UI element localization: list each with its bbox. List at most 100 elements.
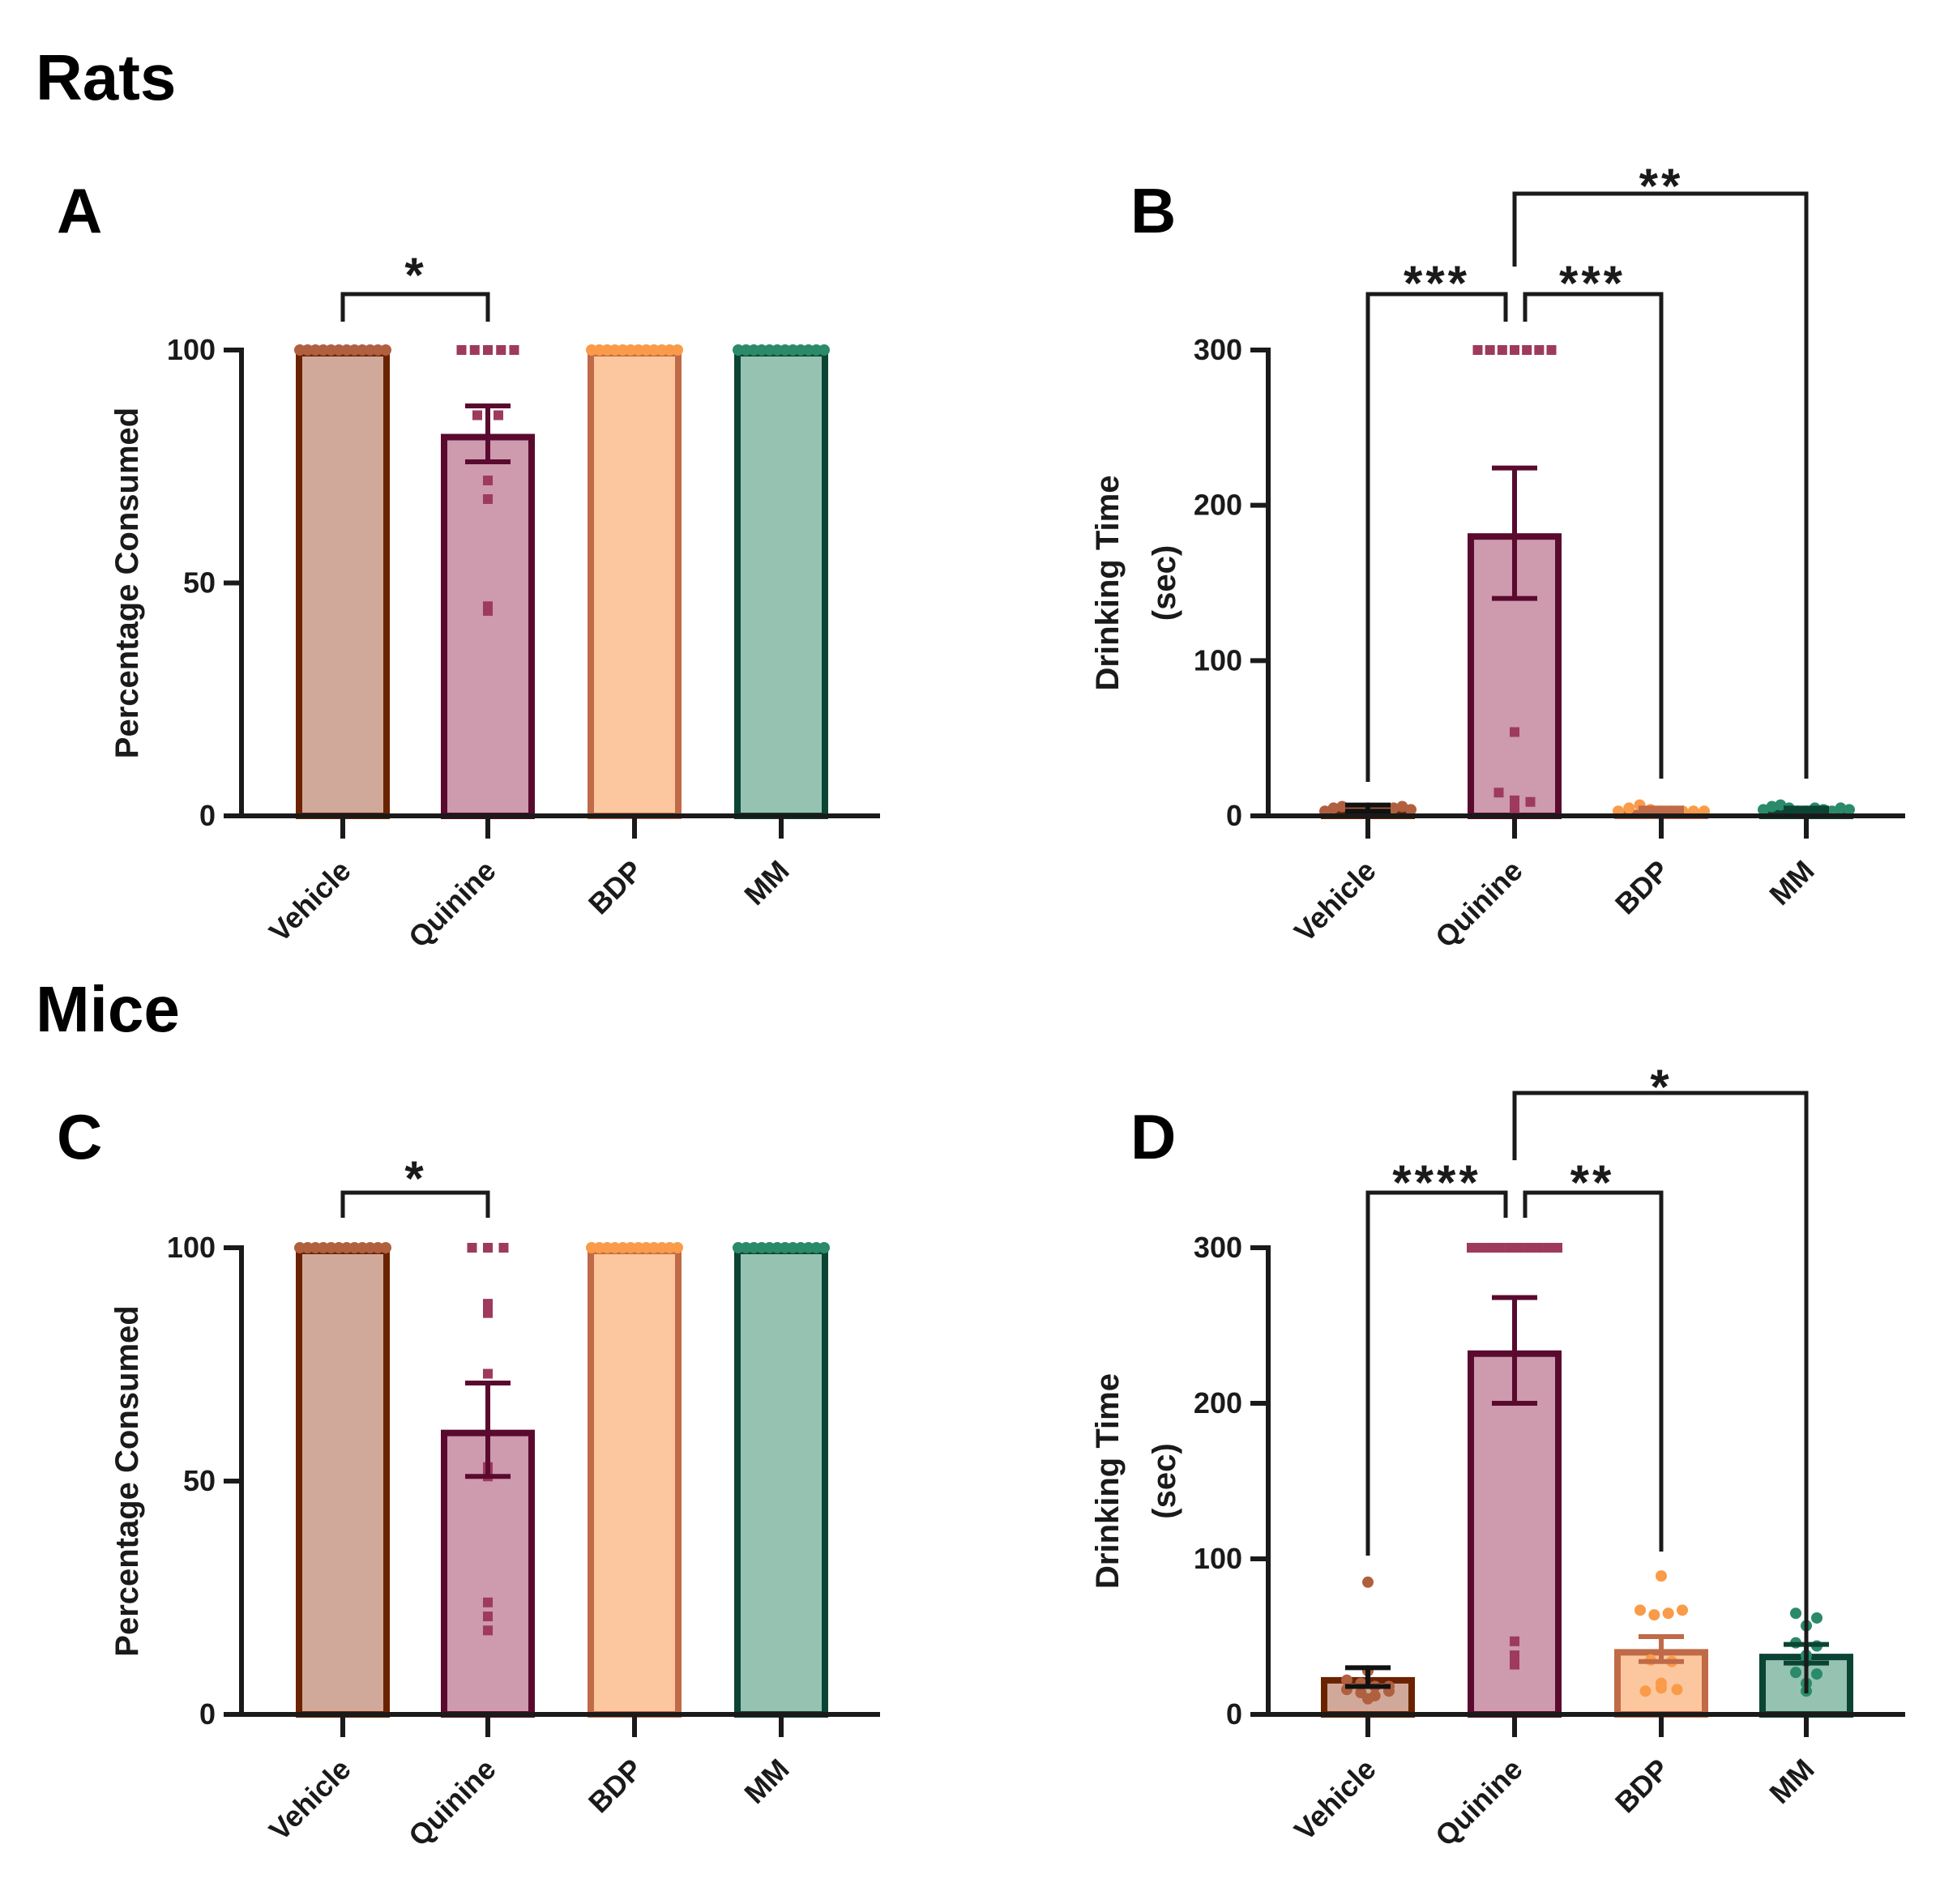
data-point-mm: [763, 344, 776, 356]
data-point-bdp: [656, 1242, 668, 1253]
data-point-vehicle: [380, 1242, 391, 1253]
panel-label-c: C: [57, 1101, 103, 1172]
x-tick-label-vehicle: Vehicle: [263, 854, 357, 949]
data-point-quinine: [1495, 1243, 1506, 1253]
data-point-bdp: [586, 344, 597, 356]
data-point-bdp: [625, 344, 637, 356]
data-point-bdp: [1648, 1609, 1660, 1621]
x-tick-label-mm: MM: [737, 1752, 795, 1810]
data-point-vehicle: [1405, 804, 1417, 816]
significance-bracket: [1365, 292, 1508, 782]
data-point-mm: [795, 344, 807, 356]
data-point-quinine: [1510, 1636, 1519, 1646]
data-point-quinine: [496, 345, 506, 355]
significance-stars: **: [1570, 1155, 1615, 1210]
data-point-mm: [1811, 1668, 1822, 1680]
y-axis-label: Drinking Time: [1090, 476, 1126, 691]
data-point-mm: [802, 344, 814, 356]
section-title-mice: Mice: [36, 973, 180, 1045]
data-point-quinine: [1497, 345, 1507, 355]
x-tick-label-bdp: BDP: [1609, 1752, 1676, 1820]
data-point-bdp: [640, 1242, 652, 1253]
data-point-mm: [810, 344, 823, 356]
x-tick-label-bdp: BDP: [582, 854, 649, 921]
data-point-bdp: [1656, 1570, 1667, 1582]
data-point-quinine: [1485, 345, 1495, 355]
data-point-quinine: [1514, 1243, 1524, 1253]
data-point-bdp: [672, 1242, 683, 1253]
data-point-vehicle: [1362, 1693, 1374, 1705]
data-point-vehicle: [340, 1242, 353, 1253]
data-point-mm: [1844, 804, 1855, 816]
data-point-mm: [779, 1242, 791, 1253]
data-point-bdp: [648, 344, 660, 356]
data-point-quinine: [1510, 795, 1519, 805]
data-point-mm: [748, 1242, 760, 1253]
data-point-mm: [733, 1242, 744, 1253]
data-point-vehicle: [325, 1242, 337, 1253]
x-tick-label-quinine: Quinine: [402, 854, 502, 954]
data-point-mm: [755, 1242, 767, 1253]
data-point-bdp: [1677, 1604, 1688, 1616]
data-point-quinine: [483, 476, 493, 485]
significance-stars: *: [404, 1151, 426, 1206]
data-point-bdp: [1662, 1607, 1674, 1620]
data-point-vehicle: [317, 1242, 329, 1253]
y-tick-label: 0: [1226, 799, 1242, 832]
data-point-bdp: [1671, 1684, 1683, 1696]
data-point-quinine: [1510, 345, 1519, 355]
data-point-mm: [818, 344, 830, 356]
data-point-quinine: [1510, 727, 1519, 737]
data-point-vehicle: [340, 344, 353, 356]
data-point-bdp: [664, 344, 676, 356]
data-point-bdp: [640, 344, 652, 356]
data-point-quinine: [483, 1368, 493, 1379]
data-point-mm: [763, 1242, 776, 1253]
data-point-bdp: [617, 344, 629, 356]
data-point-quinine: [1523, 1243, 1534, 1253]
panel-label-a: A: [57, 175, 103, 246]
data-point-bdp: [656, 344, 668, 356]
significance-stars: ****: [1392, 1155, 1481, 1210]
y-tick-label: 0: [199, 1697, 216, 1731]
significance-bracket: [340, 1190, 490, 1218]
x-tick-label-mm: MM: [1763, 1752, 1820, 1810]
bar-mm: [734, 350, 828, 819]
significance-stars: **: [1639, 159, 1684, 213]
data-point-vehicle: [294, 344, 306, 356]
data-point-quinine: [467, 1243, 477, 1253]
data-point-bdp: [586, 1242, 597, 1253]
data-point-bdp: [1634, 1604, 1646, 1616]
data-point-mm: [1835, 802, 1847, 814]
data-point-vehicle: [380, 344, 391, 356]
data-point-bdp: [1639, 1685, 1652, 1697]
data-point-quinine: [1522, 345, 1532, 355]
y-tick-label: 0: [1226, 1697, 1242, 1731]
data-point-bdp: [593, 344, 605, 356]
chart-panel-d: 0 100 200 300 Vehicle Quinine BDP MM Drinking Ti…: [1090, 1060, 1905, 1852]
significance-stars: *: [1650, 1060, 1672, 1114]
significance-bracket: [1512, 191, 1809, 779]
data-point-quinine: [483, 345, 493, 355]
data-point-vehicle: [372, 1242, 384, 1253]
data-point-vehicle: [1327, 802, 1340, 814]
data-point-quinine: [1476, 1243, 1486, 1253]
data-point-vehicle: [1396, 800, 1408, 813]
bar-bdp: [588, 350, 682, 819]
data-point-mm: [795, 1242, 807, 1253]
y-tick-label: 50: [183, 566, 216, 600]
significance-stars: *: [404, 248, 426, 302]
data-point-vehicle: [333, 1242, 345, 1253]
data-point-mm: [771, 344, 784, 356]
section-title-rats: Rats: [36, 41, 177, 113]
data-point-bdp: [617, 1242, 629, 1253]
data-point-bdp: [1656, 1682, 1667, 1694]
x-tick-label-quinine: Quinine: [1429, 1752, 1529, 1853]
significance-bracket: [1523, 292, 1664, 779]
data-point-quinine: [472, 410, 482, 421]
data-point-quinine: [1543, 1243, 1553, 1253]
significance-stars: ***: [1404, 256, 1470, 310]
data-point-mm: [740, 1242, 752, 1253]
data-point-quinine: [1525, 796, 1536, 807]
